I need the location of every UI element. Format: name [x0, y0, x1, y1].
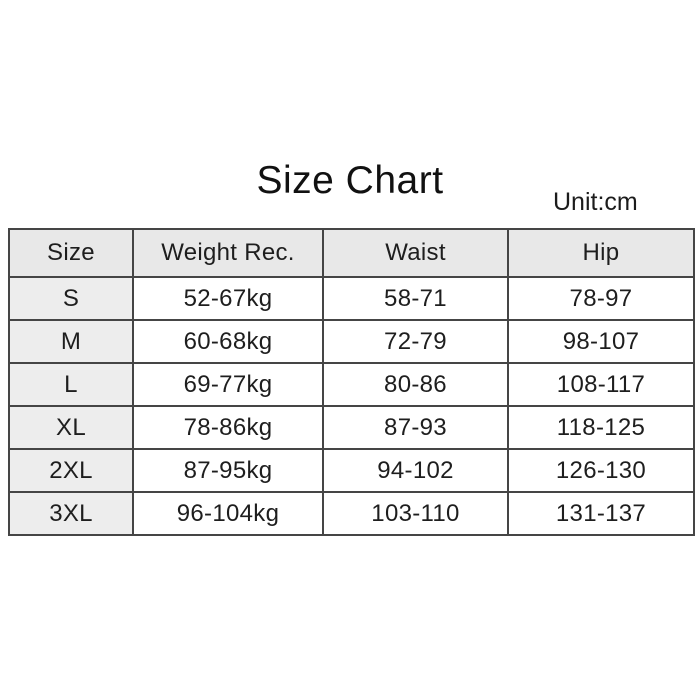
size-label-cell: M — [8, 319, 134, 364]
measurement-cell: 58-71 — [322, 276, 509, 321]
measurement-cell: 131-137 — [507, 491, 695, 536]
measurement-cell: 126-130 — [507, 448, 695, 493]
column-header-weight: Weight Rec. — [132, 228, 324, 278]
size-label-cell: 3XL — [8, 491, 134, 536]
size-label-cell: S — [8, 276, 134, 321]
measurement-cell: 103-110 — [322, 491, 509, 536]
measurement-cell: 69-77kg — [132, 362, 324, 407]
unit-label: Unit:cm — [553, 188, 638, 216]
measurement-cell: 87-93 — [322, 405, 509, 450]
size-label-cell: L — [8, 362, 134, 407]
table-row: 2XL 87-95kg 94-102 126-130 — [8, 448, 695, 493]
header-row: Size Weight Rec. Waist Hip — [8, 228, 695, 278]
table-row: 3XL 96-104kg 103-110 131-137 — [8, 491, 695, 536]
measurement-cell: 96-104kg — [132, 491, 324, 536]
measurement-cell: 52-67kg — [132, 276, 324, 321]
table-row: XL 78-86kg 87-93 118-125 — [8, 405, 695, 450]
table-row: L 69-77kg 80-86 108-117 — [8, 362, 695, 407]
measurement-cell: 78-86kg — [132, 405, 324, 450]
table-row: S 52-67kg 58-71 78-97 — [8, 276, 695, 321]
column-header-waist: Waist — [322, 228, 509, 278]
column-header-hip: Hip — [507, 228, 695, 278]
measurement-cell: 108-117 — [507, 362, 695, 407]
measurement-cell: 98-107 — [507, 319, 695, 364]
size-label-cell: XL — [8, 405, 134, 450]
size-label-cell: 2XL — [8, 448, 134, 493]
measurement-cell: 118-125 — [507, 405, 695, 450]
table-body: S 52-67kg 58-71 78-97 M 60-68kg 72-79 98-107 L 69… — [8, 276, 695, 536]
measurement-cell: 60-68kg — [132, 319, 324, 364]
page-title: Size Chart — [256, 159, 444, 202]
column-header-size: Size — [8, 228, 134, 278]
measurement-cell: 80-86 — [322, 362, 509, 407]
measurement-cell: 87-95kg — [132, 448, 324, 493]
measurement-cell: 78-97 — [507, 276, 695, 321]
measurement-cell: 94-102 — [322, 448, 509, 493]
table-row: M 60-68kg 72-79 98-107 — [8, 319, 695, 364]
size-chart-table: Size Weight Rec. Waist Hip S 52-67kg 58-71… — [8, 228, 695, 536]
measurement-cell: 72-79 — [322, 319, 509, 364]
